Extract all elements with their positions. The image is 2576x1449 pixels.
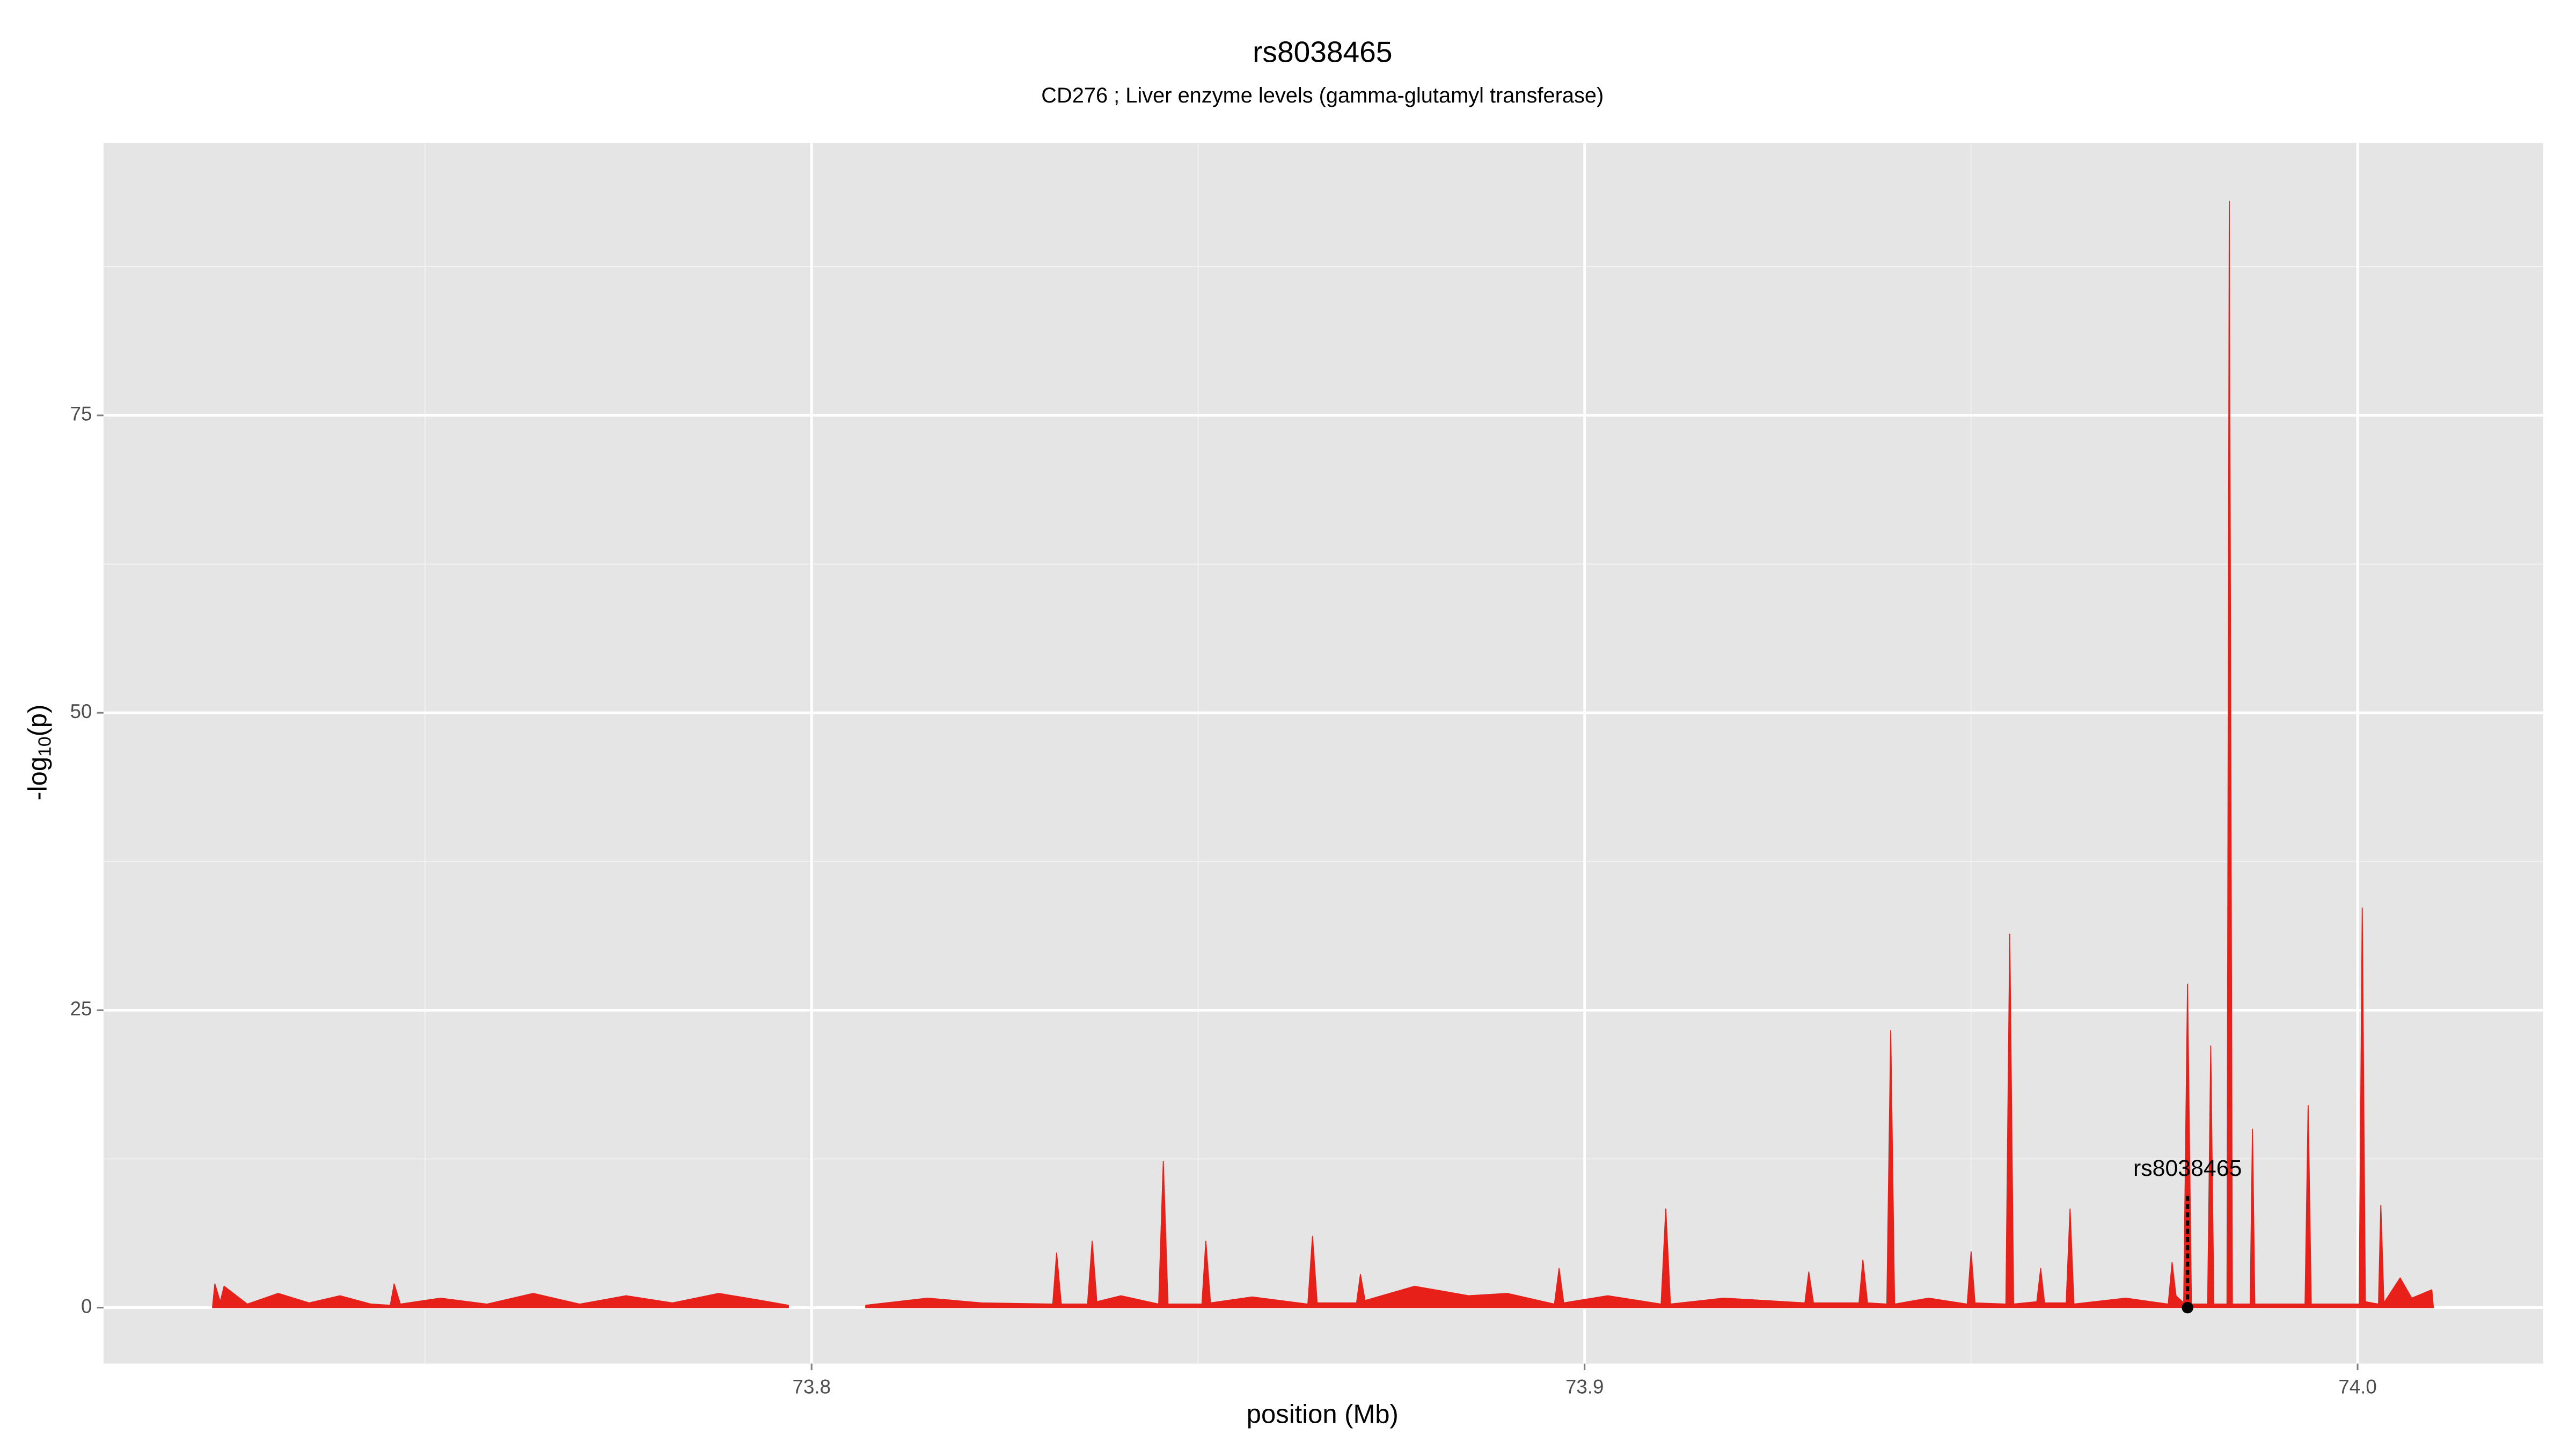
chart-subtitle: CD276 ; Liver enzyme levels (gamma-gluta…: [1041, 84, 1604, 107]
axes: 73.8 73.9 74.0 0 25 50 75: [70, 403, 2377, 1398]
chart-title: rs8038465: [1253, 35, 1392, 69]
highlight-point: [2182, 1301, 2193, 1314]
y-tick-label: 75: [70, 403, 92, 425]
annotation-label: rs8038465: [2133, 1155, 2242, 1181]
y-tick-label: 25: [70, 998, 92, 1020]
y-tick-label: 0: [81, 1295, 92, 1317]
plot-panel: [103, 143, 2543, 1364]
y-label-suffix: (p): [23, 705, 52, 737]
x-tick-label: 74.0: [2338, 1375, 2376, 1397]
x-axis-label: position (Mb): [1247, 1400, 1399, 1429]
x-tick-label: 73.9: [1565, 1375, 1604, 1397]
y-label-base: -log: [23, 757, 52, 801]
y-axis-label: -log10(p): [23, 705, 55, 801]
y-label-subscript: 10: [35, 736, 55, 756]
area: [212, 201, 2434, 1308]
x-tick-label: 73.8: [793, 1375, 831, 1397]
y-tick-label: 50: [70, 700, 92, 722]
marks: rs8038465: [212, 201, 2434, 1314]
